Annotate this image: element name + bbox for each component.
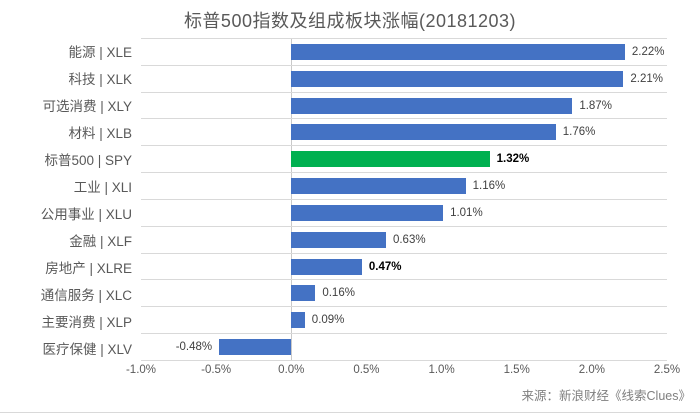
highlight-bar xyxy=(291,151,490,168)
bar-value-label: 1.16% xyxy=(472,180,506,193)
bar-row: -0.48% xyxy=(141,334,667,361)
x-tick-label: 2.0% xyxy=(578,364,605,376)
category-axis-labels: 能源 | XLE 科技 | XLK 可选消费 | XLY 材料 | XLB 标普500 … xyxy=(0,38,132,361)
category-label: 医疗保健 | XLV xyxy=(42,341,132,357)
x-tick-label: 1.0% xyxy=(428,364,455,376)
bar-value-label: 0.63% xyxy=(392,233,426,246)
category-label: 材料 | XLB xyxy=(68,126,132,142)
bar xyxy=(291,97,573,114)
category-label: 工业 | XLI xyxy=(73,180,132,196)
bar xyxy=(291,43,625,60)
bar-row: 1.76% xyxy=(141,119,667,147)
bar-row: 0.16% xyxy=(141,280,667,308)
bar-row: 2.21% xyxy=(141,66,667,93)
value-axis: -1.0% -0.5% 0.0% 0.5% 1.0% 1.5% 2.0% 2.5% xyxy=(126,364,680,379)
category-label: 金融 | XLF xyxy=(69,233,132,249)
bar-value-label: 0.16% xyxy=(322,287,355,300)
category-label: 可选消费 | XLY xyxy=(42,99,132,115)
x-tick-label: 2.5% xyxy=(653,364,681,376)
bar xyxy=(291,70,624,87)
bar-row: 0.09% xyxy=(141,307,667,335)
bar xyxy=(291,285,316,302)
bar-row: 1.16% xyxy=(141,173,667,200)
bar-row: 0.63% xyxy=(141,227,667,254)
category-label: 能源 | XLE xyxy=(68,45,132,61)
bar xyxy=(291,258,362,275)
bar xyxy=(291,178,466,195)
bar-row: 1.32% xyxy=(141,146,667,174)
bar-value-label: 1.32% xyxy=(496,153,530,166)
bar xyxy=(291,204,444,221)
category-label: 主要消费 | XLP xyxy=(41,314,132,330)
x-tick-label: 0.0% xyxy=(278,364,305,376)
bar-value-label: 1.76% xyxy=(562,126,596,139)
category-label: 公用事业 | XLU xyxy=(40,206,132,222)
bar-value-label: 1.87% xyxy=(579,99,612,112)
category-label: 房地产 | XLRE xyxy=(45,260,132,276)
bar xyxy=(219,339,292,356)
bar-row: 2.22% xyxy=(141,39,667,66)
bar-value-label: 2.21% xyxy=(630,72,664,85)
bar-value-label: -0.48% xyxy=(175,341,213,354)
source-attribution: 来源：新浪财经《线索Clues》 xyxy=(521,389,691,403)
bar-row: 0.47% xyxy=(141,254,667,281)
category-label: 标普500 | SPY xyxy=(44,153,132,169)
plot-area: 2.22% 2.21% 1.87% 1.76% 1.32% 1.16% 1.01% 0.63%… xyxy=(141,38,667,361)
category-label: 通信服务 | XLC xyxy=(40,287,132,303)
bar-row: 1.87% xyxy=(141,93,667,120)
bar xyxy=(291,312,305,329)
bar-value-label: 1.01% xyxy=(450,206,483,219)
zero-axis-line xyxy=(291,39,293,361)
bar-value-label: 0.09% xyxy=(311,314,345,327)
x-tick-label: 1.5% xyxy=(503,364,530,376)
category-label: 科技 | XLK xyxy=(68,72,132,88)
x-tick-label: -1.0% xyxy=(125,364,157,376)
bar xyxy=(291,231,386,248)
bar-value-label: 2.22% xyxy=(631,45,665,58)
bar-value-label: 0.47% xyxy=(368,260,402,273)
x-tick-label: -0.5% xyxy=(201,364,232,376)
x-tick-label: 0.5% xyxy=(353,364,380,376)
bar xyxy=(291,124,556,141)
chart-title: 标普500指数及组成板块涨幅(20181203) xyxy=(183,11,517,31)
bar-row: 1.01% xyxy=(141,200,667,227)
